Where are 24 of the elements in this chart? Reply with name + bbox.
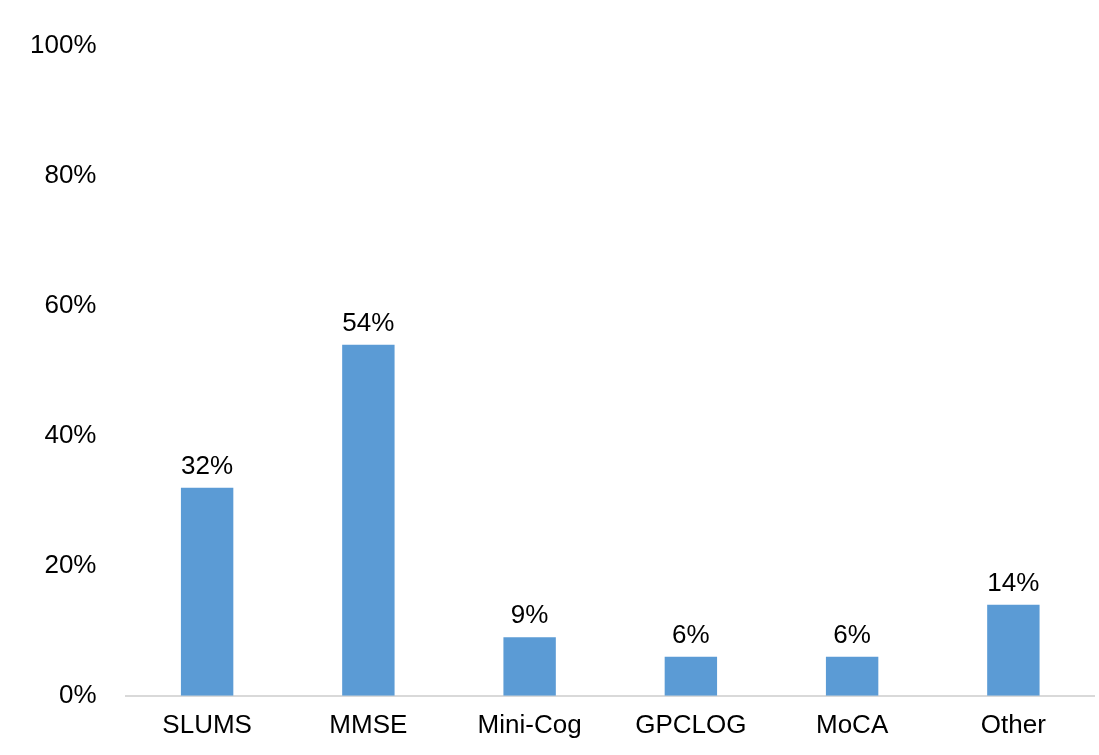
bar bbox=[987, 604, 1040, 696]
x-tick-label: Mini-Cog bbox=[477, 708, 582, 739]
data-label: 32% bbox=[181, 449, 234, 480]
x-tick-label: SLUMS bbox=[162, 708, 252, 739]
y-tick-label: 80% bbox=[44, 158, 97, 189]
x-tick-label: MoCA bbox=[816, 708, 889, 739]
bar bbox=[180, 487, 234, 696]
y-tick-label: 100% bbox=[30, 28, 97, 59]
bar bbox=[342, 344, 395, 696]
x-tick-label: Other bbox=[980, 708, 1047, 739]
x-tick-label: MMSE bbox=[329, 708, 408, 739]
data-label: 9% bbox=[510, 599, 549, 630]
data-label: 6% bbox=[833, 618, 871, 649]
y-tick-label: 20% bbox=[44, 548, 97, 579]
y-tick-label: 60% bbox=[44, 288, 97, 319]
bar bbox=[825, 656, 879, 696]
data-label: 6% bbox=[672, 618, 710, 649]
y-tick-label: 0% bbox=[58, 678, 97, 709]
bar bbox=[503, 637, 556, 696]
bar bbox=[664, 656, 718, 696]
data-label: 54% bbox=[342, 306, 395, 337]
x-tick-label: GPCLOG bbox=[635, 708, 747, 739]
y-tick-label: 40% bbox=[44, 418, 97, 449]
data-label: 14% bbox=[987, 566, 1040, 597]
